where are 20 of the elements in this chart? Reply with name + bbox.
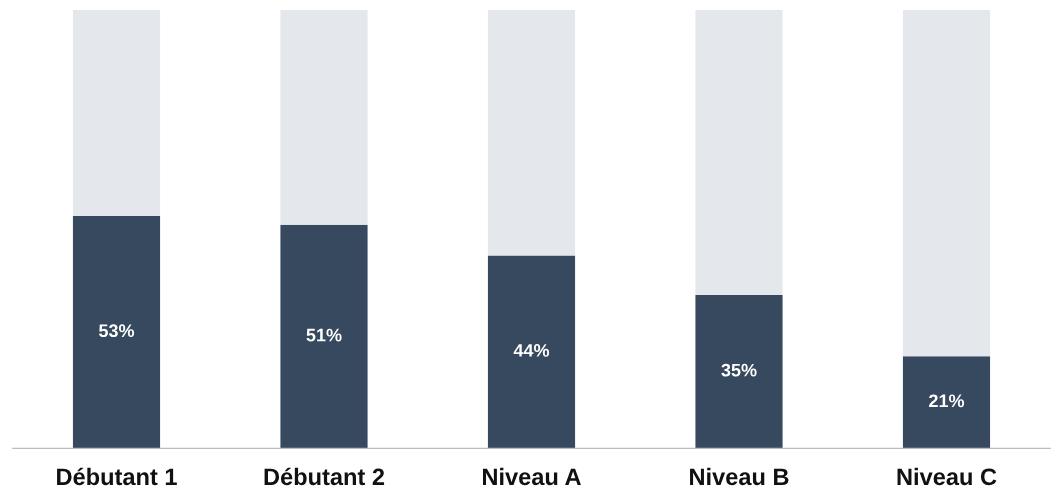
bar xyxy=(487,10,576,256)
data-label: 53% xyxy=(98,324,135,338)
x-tick-label: Niveau C xyxy=(897,467,997,486)
bar xyxy=(72,216,161,449)
x-tick-label: Débutant 2 xyxy=(264,467,385,486)
data-label: 51% xyxy=(306,328,342,342)
x-tick-label: Niveau A xyxy=(483,467,581,486)
bar xyxy=(487,255,576,449)
bar xyxy=(280,10,368,225)
bar xyxy=(902,10,991,357)
bar xyxy=(72,10,161,217)
bar xyxy=(695,10,783,295)
bar xyxy=(695,294,783,449)
data-label: 35% xyxy=(721,363,757,377)
data-label: 44% xyxy=(513,344,550,357)
x-tick-label: Niveau B xyxy=(690,467,789,486)
x-tick-label: Débutant 1 xyxy=(57,467,177,486)
bar xyxy=(902,356,991,449)
data-label: 21% xyxy=(929,394,965,408)
bar xyxy=(280,224,368,449)
